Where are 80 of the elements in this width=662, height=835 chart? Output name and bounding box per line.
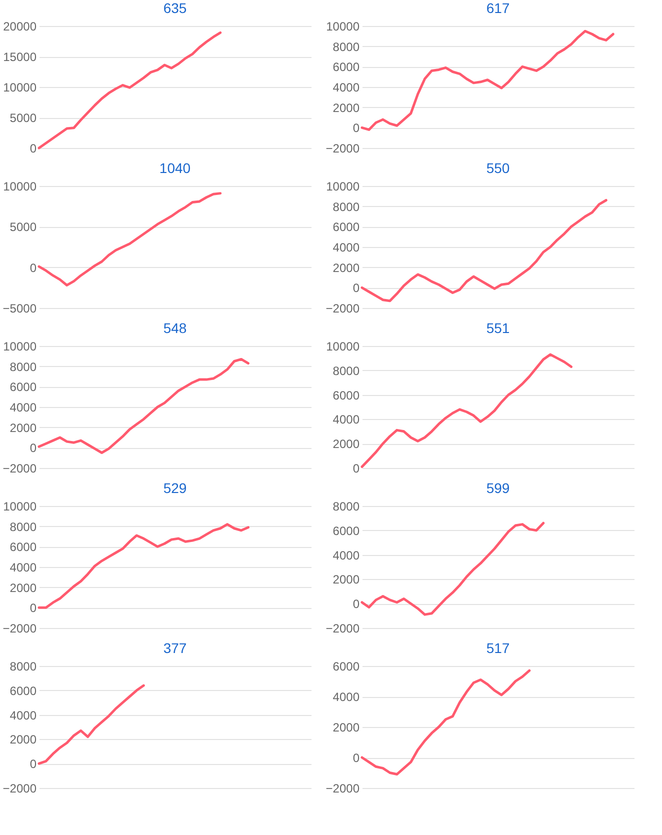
y-tick-label: 10000 — [326, 180, 360, 194]
y-tick-label: 10000 — [3, 80, 37, 94]
y-tick-label: 6000 — [10, 380, 37, 394]
y-tick-label: 4000 — [332, 548, 360, 562]
y-tick-label: −2000 — [326, 782, 360, 796]
chart-title: 617 — [486, 0, 510, 16]
y-tick-label: 6000 — [10, 684, 37, 698]
y-tick-label: 8000 — [332, 364, 360, 378]
y-tick-label: 4000 — [332, 240, 360, 254]
y-tick-label: 2000 — [10, 732, 37, 747]
line-series — [360, 522, 545, 616]
y-tick-label: 6000 — [332, 220, 360, 234]
y-tick-label: 0 — [30, 441, 37, 456]
y-tick-label: 2000 — [10, 420, 37, 435]
y-tick-label: 10000 — [3, 500, 37, 514]
y-tick-label: 4000 — [332, 412, 360, 427]
y-tick-label: 10000 — [326, 340, 360, 354]
y-tick-label: 0 — [30, 260, 37, 275]
y-tick-label: 2000 — [332, 572, 360, 587]
line-series — [360, 198, 608, 302]
y-tick-label: 4000 — [332, 80, 360, 94]
y-tick-label: 4000 — [10, 708, 37, 722]
y-tick-label: 15000 — [3, 50, 37, 64]
y-tick-label: 10000 — [326, 20, 360, 34]
y-tick-label: 8000 — [10, 520, 37, 534]
y-tick-label: 2000 — [332, 260, 360, 275]
chart-title: 377 — [163, 640, 187, 656]
line-series — [360, 669, 531, 776]
line-series — [38, 684, 145, 765]
line-series — [360, 30, 614, 131]
y-tick-label: 2000 — [332, 720, 360, 734]
y-tick-label: 0 — [352, 597, 360, 612]
line-series — [38, 523, 250, 609]
y-tick-label: 6000 — [332, 660, 360, 674]
y-tick-label: 0 — [30, 757, 37, 772]
y-tick-label: −5000 — [2, 302, 37, 316]
y-tick-label: 4000 — [10, 400, 37, 414]
y-tick-label: 0 — [30, 601, 37, 616]
line-series — [38, 31, 222, 150]
chart-title: 517 — [486, 640, 510, 656]
y-tick-label: 5000 — [10, 220, 37, 234]
y-tick-label: 6000 — [332, 524, 360, 538]
y-tick-label: −2000 — [326, 302, 360, 316]
y-tick-label: −2000 — [2, 462, 37, 476]
y-tick-label: −2000 — [2, 782, 37, 796]
y-tick-label: 0 — [352, 121, 360, 136]
y-tick-label: 2000 — [332, 100, 360, 115]
y-tick-label: −2000 — [326, 622, 360, 636]
y-tick-label: 10000 — [3, 180, 37, 194]
chart-title: 551 — [486, 320, 510, 336]
y-tick-label: 6000 — [10, 540, 37, 554]
y-tick-label: −2000 — [326, 142, 360, 156]
y-tick-label: 0 — [352, 751, 360, 765]
y-tick-label: 4000 — [332, 690, 360, 704]
chart-title: 1040 — [159, 160, 191, 176]
y-tick-label: 6000 — [332, 388, 360, 402]
y-tick-label: 8000 — [332, 500, 360, 514]
y-tick-label: −2000 — [2, 622, 37, 636]
y-tick-label: 0 — [352, 462, 360, 476]
y-tick-label: 8000 — [332, 40, 360, 54]
chart-title: 599 — [486, 480, 510, 496]
y-tick-label: 4000 — [10, 560, 37, 574]
y-tick-label: 6000 — [332, 60, 360, 74]
y-tick-label: 20000 — [3, 20, 37, 34]
chart-title: 635 — [163, 0, 187, 16]
line-series — [360, 353, 572, 468]
line-series — [38, 358, 250, 454]
y-tick-label: 8000 — [10, 360, 37, 374]
line-series — [38, 192, 222, 286]
chart-title: 550 — [486, 160, 510, 176]
y-tick-label: 0 — [352, 281, 360, 296]
y-tick-label: 0 — [30, 142, 37, 156]
y-tick-label: 8000 — [332, 200, 360, 214]
y-tick-label: 8000 — [10, 660, 37, 674]
chart-title: 548 — [163, 320, 187, 336]
chart-title: 529 — [163, 480, 187, 496]
y-tick-label: 2000 — [10, 580, 37, 595]
y-tick-label: 10000 — [3, 340, 37, 354]
y-tick-label: 5000 — [10, 111, 37, 125]
y-tick-label: 2000 — [332, 437, 360, 452]
